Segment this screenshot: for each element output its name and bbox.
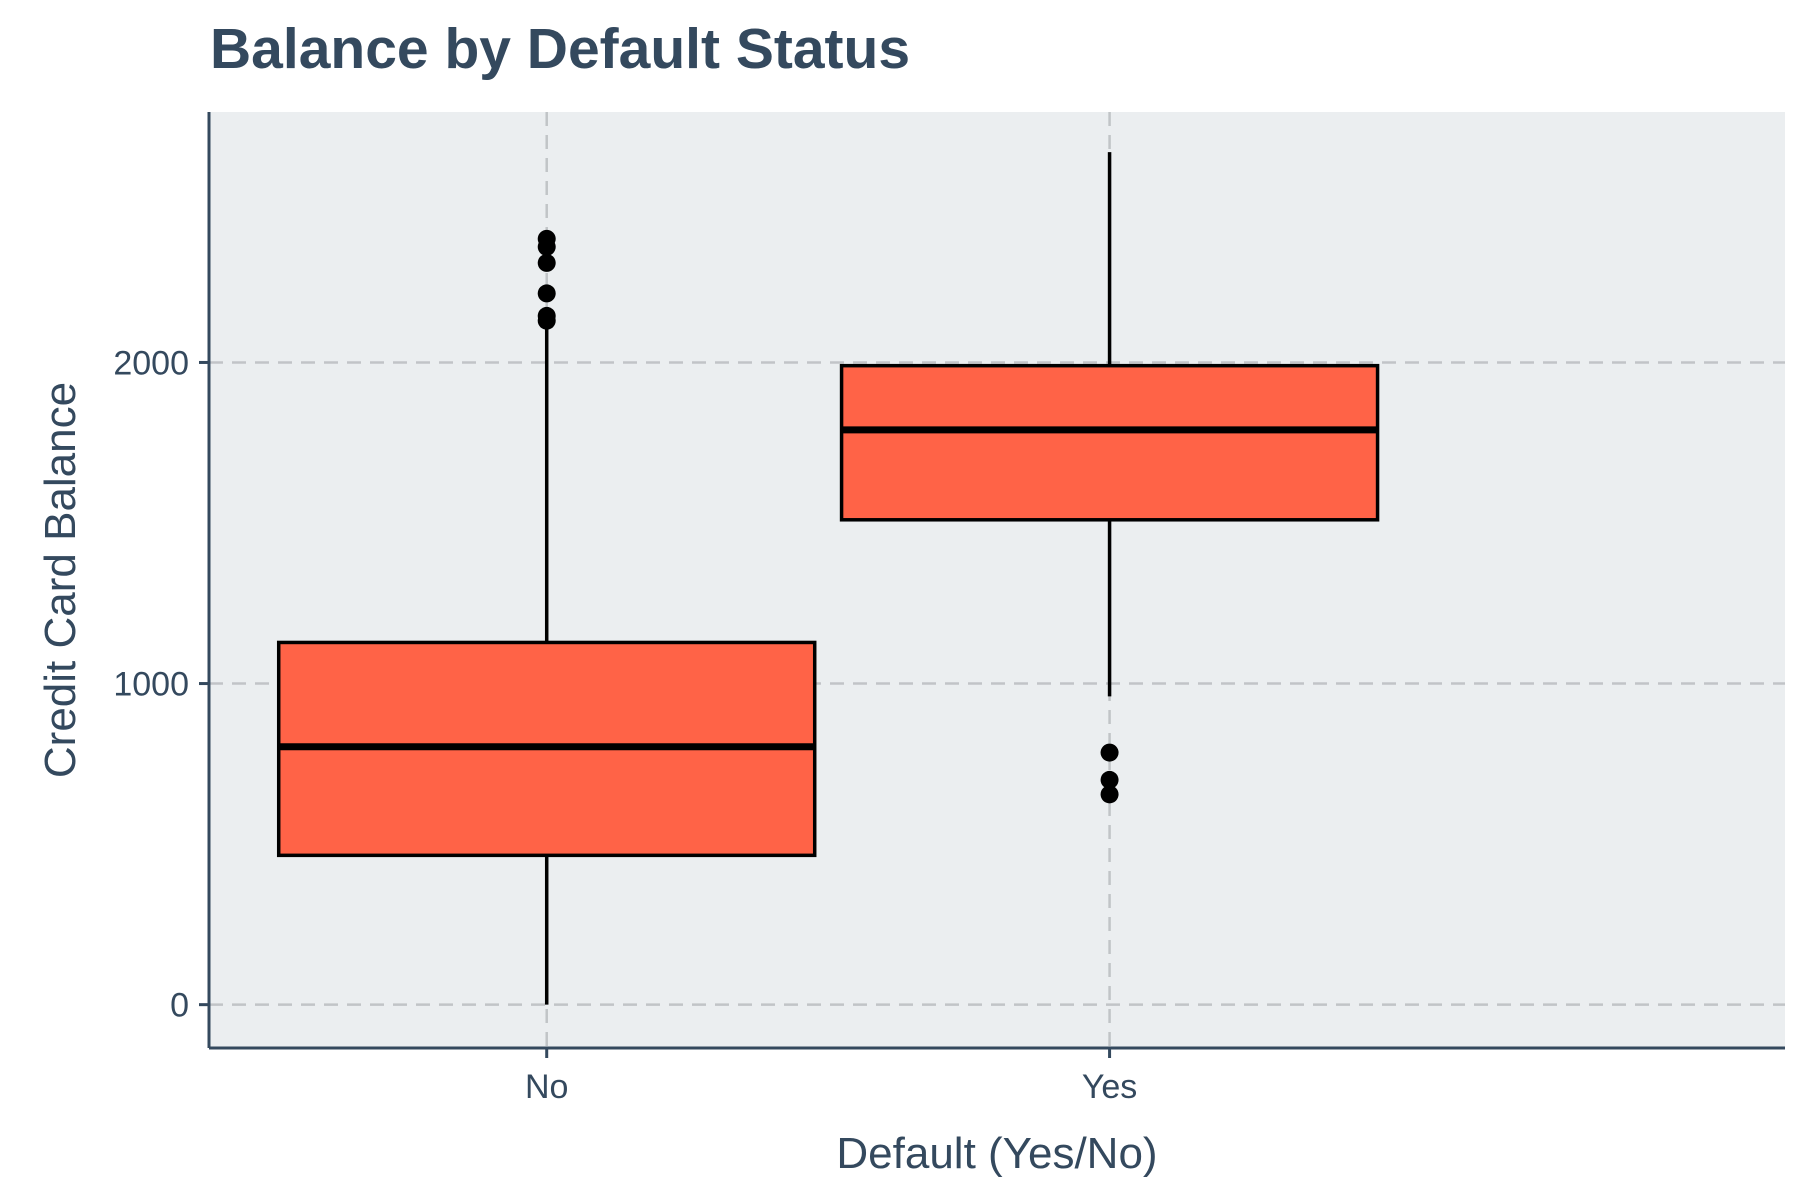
mark-layer: [276, 152, 1380, 1005]
outlier-point: [1100, 743, 1119, 762]
box-group-no: [276, 229, 817, 1005]
plot-panel: [209, 112, 1785, 1048]
box-iqr: [839, 363, 1380, 522]
outlier-point: [1100, 770, 1119, 789]
outlier-point: [537, 306, 556, 325]
chart-title: Balance by Default Status: [210, 17, 910, 81]
outlier-point: [537, 253, 556, 272]
axis-layer: 0 1000 2000 No Yes: [113, 112, 1785, 1106]
x-axis-title: Default (Yes/No): [836, 1129, 1157, 1178]
y-axis-title: Credit Card Balance: [36, 382, 85, 778]
y-tick-label: 2000: [113, 344, 189, 382]
box-group-yes: [839, 152, 1380, 804]
outlier-point: [537, 284, 556, 303]
outlier-point: [1100, 785, 1119, 804]
x-tick-label: No: [525, 1068, 568, 1106]
y-tick-label: 0: [170, 987, 189, 1025]
y-tick-label: 1000: [113, 666, 189, 704]
outlier-point: [537, 229, 556, 248]
x-tick-label: Yes: [1082, 1068, 1137, 1106]
